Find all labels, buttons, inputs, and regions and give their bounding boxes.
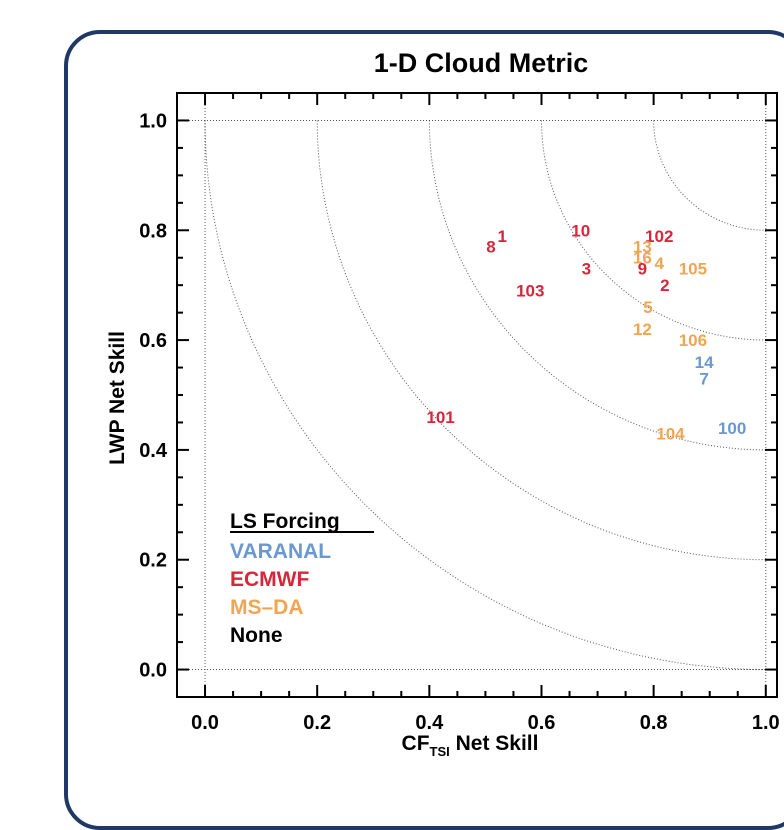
data-point: 9 — [638, 260, 647, 279]
y-tick-label: 0.6 — [139, 330, 167, 352]
x-tick-label: 0.0 — [191, 712, 219, 734]
legend-entry: MS–DA — [230, 596, 304, 619]
reference-arc — [316, 120, 766, 561]
data-point: 105 — [679, 260, 707, 279]
data-point: 10 — [571, 221, 590, 240]
data-point: 2 — [660, 276, 669, 295]
x-tick-label: 0.2 — [303, 712, 331, 734]
data-point: 13 — [633, 238, 652, 257]
data-point: 14 — [695, 353, 714, 372]
x-axis-label-main: CF — [402, 732, 430, 755]
y-tick-label: 0.0 — [139, 660, 167, 682]
data-point: 3 — [582, 260, 591, 279]
y-tick-label: 1.0 — [139, 110, 167, 132]
data-point: 7 — [699, 370, 708, 389]
legend-entries: VARANAL ECMWF MS–DA None — [230, 540, 331, 647]
reference-arc — [428, 120, 766, 451]
x-axis-label: CFTSI Net Skill — [402, 732, 539, 759]
legend-title: LS Forcing — [230, 510, 340, 533]
legend: LS Forcing VARANAL ECMWF MS–DA None — [230, 510, 374, 647]
reference-arc — [653, 120, 766, 231]
scatter-chart: 1-D Cloud Metric 0.0 0.2 0.4 0.6 0.8 1.0 0.00… — [106, 48, 780, 759]
legend-entry: VARANAL — [230, 540, 331, 563]
x-tick-labels: 0.0 0.2 0.4 0.6 0.8 1.0 — [191, 712, 780, 734]
data-point: 101 — [426, 408, 454, 427]
y-axis-label: LWP Net Skill — [106, 331, 129, 465]
x-tick-label: 0.8 — [640, 712, 668, 734]
x-axis-label-rest: Net Skill — [450, 732, 539, 755]
x-tick-label: 0.6 — [528, 712, 556, 734]
data-point: 100 — [718, 419, 746, 438]
x-tick-label: 1.0 — [752, 712, 780, 734]
data-point: 103 — [516, 282, 544, 301]
data-point: 16 — [633, 249, 652, 268]
y-tick-label: 0.4 — [139, 440, 168, 462]
data-point: 8 — [486, 238, 495, 257]
grid-layer — [177, 93, 777, 697]
data-point: 5 — [643, 298, 652, 317]
reference-arcs — [204, 120, 766, 670]
y-tick-label: 0.2 — [139, 550, 167, 572]
data-point: 106 — [679, 331, 707, 350]
y-tick-labels: 0.0 0.2 0.4 0.6 0.8 1.0 — [139, 110, 168, 681]
reference-arc — [204, 120, 766, 670]
data-point: 4 — [655, 254, 665, 273]
data-point: 102 — [645, 227, 673, 246]
legend-entry: None — [230, 624, 283, 647]
chart-title: 1-D Cloud Metric — [374, 48, 589, 78]
reference-arc — [541, 120, 766, 341]
data-point: 1 — [497, 227, 506, 246]
legend-entry: ECMWF — [230, 568, 309, 591]
data-point: 12 — [633, 320, 652, 339]
x-axis-label-subscript: TSI — [430, 744, 450, 759]
x-tick-label: 0.4 — [415, 712, 444, 734]
axis-ticks — [177, 93, 777, 697]
data-point: 104 — [656, 424, 685, 443]
y-tick-label: 0.8 — [139, 220, 167, 242]
